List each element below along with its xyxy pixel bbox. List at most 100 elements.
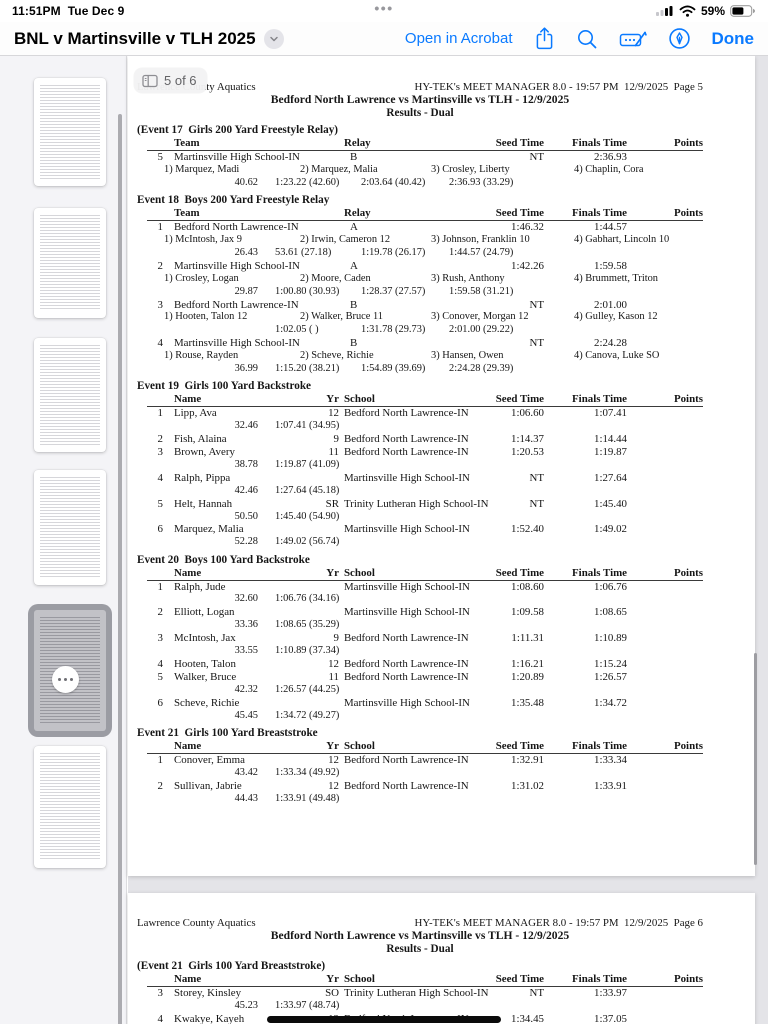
open-in-acrobat-button[interactable]: Open in Acrobat [404,30,513,47]
result-row: 3 Brown, Avery 11 Bedford North Lawrence-IN… [147,446,703,459]
sidebar-scrollbar[interactable] [118,114,122,1024]
result-row: 1 Conover, Emma 12 Bedford North Lawrence-I… [147,754,703,767]
year-cell [307,221,339,234]
seed-time-cell: NT [529,298,544,311]
title-menu-button[interactable] [263,28,284,49]
relay-letter-cell: B [350,151,358,164]
event-heading: Event 21 Girls 100 Yard Breaststroke [137,727,318,739]
school-cell: Martinsville High School-IN [344,606,470,619]
split-cell: 1:28.37 (27.57) [361,285,426,297]
markup-toolbar-icon[interactable] [619,28,647,50]
share-icon[interactable] [534,26,555,51]
relay-letter-cell: A [350,221,358,234]
finals-time-cell: 1:33.34 [594,753,627,766]
column-header-row: Team Relay Seed Time Finals Time Points [147,207,703,222]
swimmer-cell: 4) Gulley, Kason 12 [574,311,658,323]
pdf-page-6[interactable]: Lawrence County Aquatics HY-TEK's MEET M… [128,893,755,1024]
column-header: Name [174,393,202,406]
column-header: Seed Time [495,973,544,986]
place-cell: 4 [157,337,163,350]
name-cell: Martinsville High School-IN [174,151,300,164]
column-header: Team [174,207,200,220]
swimmer-cell: 1) McIntosh, Jax 9 [164,233,242,245]
thumbnail-options-button[interactable] [52,666,79,693]
thumbnail-page-2[interactable] [34,208,106,318]
seed-time-cell: 1:14.37 [511,433,544,446]
split-cell: 1:27.64 (45.18) [275,484,340,496]
split-cell: 53.61 (27.18) [275,246,332,258]
search-icon[interactable] [576,28,598,50]
splits-row: 1:02.05 ( ) 1:31.78 (29.73) 2:01.00 (29.22… [147,324,703,337]
relay-swimmers-row: 1) McIntosh, Jax 9 2) Irwin, Cameron 12 3)… [147,234,703,247]
redaction-mark [267,1015,501,1023]
column-header: Yr [326,739,339,752]
split-cell: 1:07.41 (34.95) [275,420,340,432]
school-cell: Trinity Lutheran High School-IN [344,987,489,1000]
result-row: 6 Marquez, Malia Martinsville High School-… [147,523,703,536]
wifi-icon [679,5,696,17]
status-icons: 59% [655,4,756,18]
battery-percent: 59% [700,4,725,18]
name-cell: Bedford North Lawrence-IN [174,221,299,234]
year-cell: 11 [328,445,340,458]
thumbnail-page-6[interactable] [34,746,106,868]
year-cell [307,581,339,594]
annotate-pencil-icon[interactable] [668,27,691,50]
column-header: Points [673,393,703,406]
thumbnail-page-1[interactable] [34,78,106,186]
split-cell: 33.55 [234,645,258,657]
finals-time-cell: 1:45.40 [594,497,627,510]
thumbnail-text-lines [40,85,100,179]
year-cell: 11 [328,670,340,683]
status-time: 11:51PM [12,4,61,18]
result-row: 2 Sullivan, Jabrie 12 Bedford North Lawrenc… [147,780,703,793]
thumbnail-page-4[interactable] [34,470,106,585]
finals-time-cell: 1:37.05 [594,1012,627,1024]
name-cell: Scheve, Richie [174,696,240,709]
result-row: 2 Martinsville High School-IN A 1:42.26 1:59… [147,260,703,273]
split-cell: 1:31.78 (29.73) [361,324,426,336]
split-cell: 36.99 [234,363,258,375]
split-cell: 1:44.57 (24.79) [449,246,514,258]
seed-time-cell: 1:42.26 [511,259,544,272]
split-cell: 1:19.87 (41.09) [275,458,340,470]
document-scrollbar[interactable] [754,653,757,865]
result-row: 3 McIntosh, Jax 9 Bedford North Lawrence-IN… [147,632,703,645]
column-header: Relay [344,137,371,150]
document-viewport: Lawrence County Aquatics HY-TEK's MEET M… [128,56,768,1024]
place-cell: 4 [157,657,163,670]
column-header: Points [673,739,703,752]
points-cell [627,697,703,710]
name-cell: Fish, Alaina [174,433,227,446]
column-header-row: Name Yr School Seed Time Finals Time Points [147,393,703,408]
school-cell: Bedford North Lawrence-IN [344,779,469,792]
swimmer-cell: 1) Rouse, Rayden [164,350,239,362]
name-cell: Ralph, Pippa [174,471,231,484]
name-cell: Marquez, Malia [174,523,244,536]
column-header [147,740,163,753]
pdf-page-5[interactable]: Lawrence County Aquatics HY-TEK's MEET M… [128,56,755,876]
results-body: (Event 17 Girls 200 Yard Freestyle Relay… [137,124,703,805]
seed-time-cell: 1:20.89 [511,670,544,683]
thumbnail-page-3[interactable] [34,338,106,452]
relay-swimmers-row: 1) Crosley, Logan 2) Moore, Caden 3) Rush,… [147,273,703,286]
relay-letter-cell: B [350,298,358,311]
result-row: 2 Fish, Alaina 9 Bedford North Lawrence-IN 1… [147,433,703,446]
year-cell [307,523,339,536]
results-subtitle: Results - Dual [386,106,454,119]
swimmer-cell: 3) Hansen, Owen [431,350,504,362]
split-cell: 1:02.05 ( ) [275,324,319,336]
place-cell: 3 [157,298,163,311]
split-cell: 1:59.58 (31.21) [449,285,514,297]
split-cell: 2:36.93 (33.29) [449,176,514,188]
split-cell: 40.62 [234,176,258,188]
finals-time-cell: 1:44.57 [594,221,627,234]
done-button[interactable]: Done [711,28,755,48]
thumbnail-selected[interactable] [28,604,112,737]
swimmer-cell: 3) Crosley, Liberty [431,163,510,175]
points-cell [627,407,703,420]
splits-row: 44.43 1:33.91 (49.48) [147,793,703,806]
split-cell: 1:33.97 (48.74) [275,999,340,1011]
splits-row: 32.60 1:06.76 (34.16) [147,593,703,606]
